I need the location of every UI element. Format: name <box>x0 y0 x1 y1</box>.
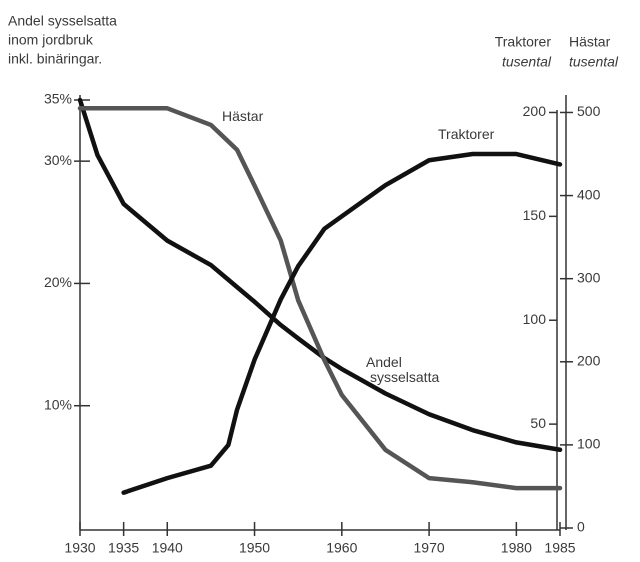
y-tick-label: 35% <box>44 91 72 107</box>
y-axis-label: inkl. binäringar. <box>8 51 102 67</box>
series-label: Andel sysselsatta <box>366 354 439 385</box>
y3-tick-label: 500 <box>577 103 601 119</box>
series-line <box>121 151 563 495</box>
y-tick-label: 30% <box>44 152 72 168</box>
y3-tick-label: 300 <box>577 269 601 285</box>
series-label: Traktorer <box>438 126 495 142</box>
x-tick-label: 1970 <box>414 540 445 556</box>
series-label-part: Traktorer <box>438 126 495 142</box>
y3-tick-label: 200 <box>577 352 601 368</box>
x-tick-label: 1980 <box>501 540 532 556</box>
x-tick-label: 1950 <box>239 540 270 556</box>
x-tick-label: 1940 <box>152 540 183 556</box>
y2-tick-label: 150 <box>523 207 547 223</box>
y2-axis-label: Traktorer <box>495 34 552 50</box>
y3-tick-label: 400 <box>577 186 601 202</box>
series-label: Hästar <box>222 108 264 124</box>
x-tick-label: 1960 <box>326 540 357 556</box>
y-axis-label: Andel sysselsatta <box>8 13 117 29</box>
y3-axis-label: tusental <box>569 54 619 70</box>
y-axis-label: inom jordbruk <box>8 32 94 48</box>
series-label-part: sysselsatta <box>370 369 439 385</box>
y3-axis-label: Hästar <box>569 34 611 50</box>
x-tick-label: 1935 <box>108 540 139 556</box>
series-label-part: Hästar <box>222 108 264 124</box>
y2-tick-label: 100 <box>523 311 547 327</box>
y2-axis-label: tusental <box>502 54 552 70</box>
y3-tick-label: 0 <box>577 519 585 535</box>
y2-tick-label: 50 <box>530 415 546 431</box>
series-line <box>77 106 563 491</box>
x-tick-label: 1930 <box>64 540 95 556</box>
y-tick-label: 20% <box>44 274 72 290</box>
x-tick-label: 1985 <box>544 540 575 556</box>
y2-tick-label: 200 <box>523 103 547 119</box>
series-label-part: Andel <box>366 354 402 370</box>
y3-tick-label: 100 <box>577 436 601 452</box>
series-line <box>77 97 563 452</box>
y-tick-label: 10% <box>44 396 72 412</box>
